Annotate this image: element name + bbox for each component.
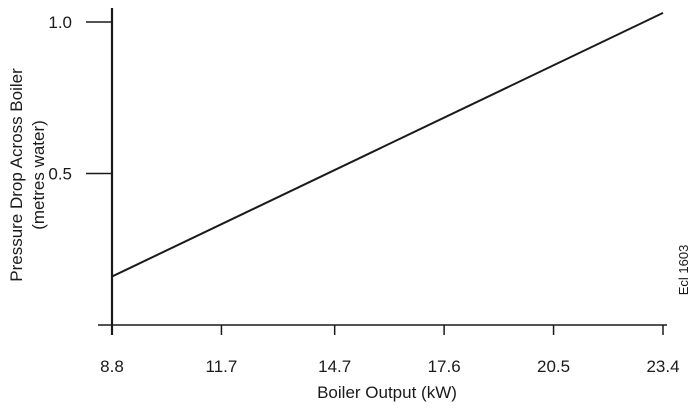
series (111, 12, 664, 278)
x-tick-label: 11.7 (206, 357, 238, 376)
x-tick-label: 8.8 (100, 357, 124, 376)
figure-code: Ecl 1603 (676, 245, 691, 296)
x-tick-label: 17.6 (428, 357, 461, 376)
x-tick-label: 14.7 (318, 357, 351, 376)
tick-labels: 8.8 11.7 14.7 17.6 20.5 23.4 0.5 1.0 (48, 13, 679, 376)
axes (98, 8, 667, 335)
y-axis-title-line2: (metres water) (29, 120, 48, 230)
y-tick-label: 0.5 (48, 165, 72, 184)
y-tick-label: 1.0 (48, 13, 72, 32)
x-axis-title: Boiler Output (kW) (317, 383, 457, 402)
x-tick-label: 20.5 (537, 357, 570, 376)
ticks (86, 21, 664, 335)
series-line (111, 12, 664, 278)
y-axis-title-line1: Pressure Drop Across Boiler (7, 68, 26, 282)
x-tick-label: 23.4 (646, 357, 679, 376)
